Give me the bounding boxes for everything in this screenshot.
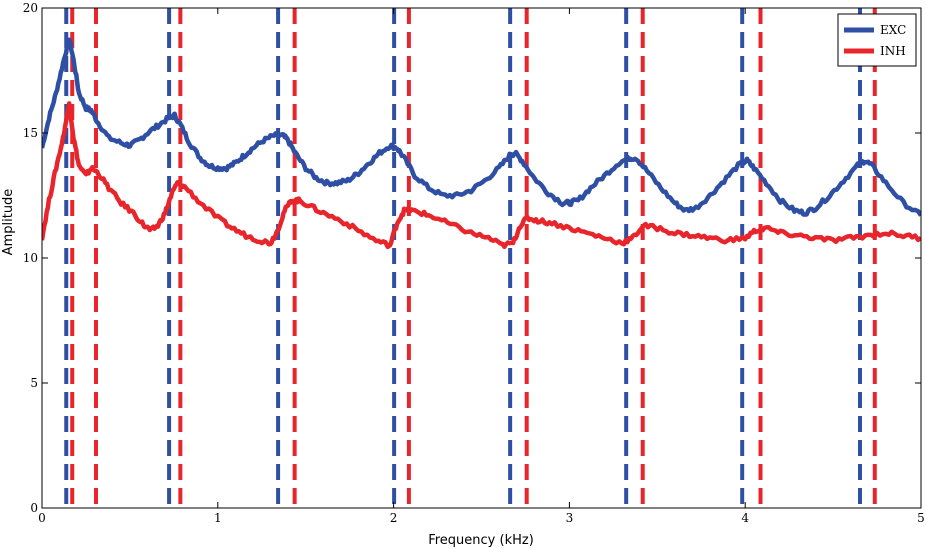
x-tick-label-2: 2 [390,511,398,525]
series-line-exc [42,37,921,217]
x-axis-title: Frequency (kHz) [428,533,534,548]
x-tick-label-3: 3 [566,511,574,525]
legend: EXC INH [837,13,917,67]
legend-label-inh: INH [880,44,906,58]
y-tick-label-2: 10 [23,251,38,265]
y-axis-title: Amplitude [1,189,16,256]
legend-label-exc: EXC [880,23,906,37]
y-tick-label-0: 0 [30,501,38,515]
y-tick-label-4: 20 [23,1,38,15]
y-tick-label-3: 15 [23,126,38,140]
y-tick-label-1: 5 [30,376,38,390]
series-line-inh [42,101,921,250]
x-tick-label-0: 0 [38,511,46,525]
plot-area [42,8,921,508]
x-tick-label-4: 4 [741,511,749,525]
plot-frame [41,7,922,509]
x-tick-label-5: 5 [917,511,925,525]
x-tick-label-1: 1 [214,511,222,525]
legend-box [837,13,917,67]
axes: 0 1 2 3 4 5 0 5 10 15 20 [23,1,925,525]
